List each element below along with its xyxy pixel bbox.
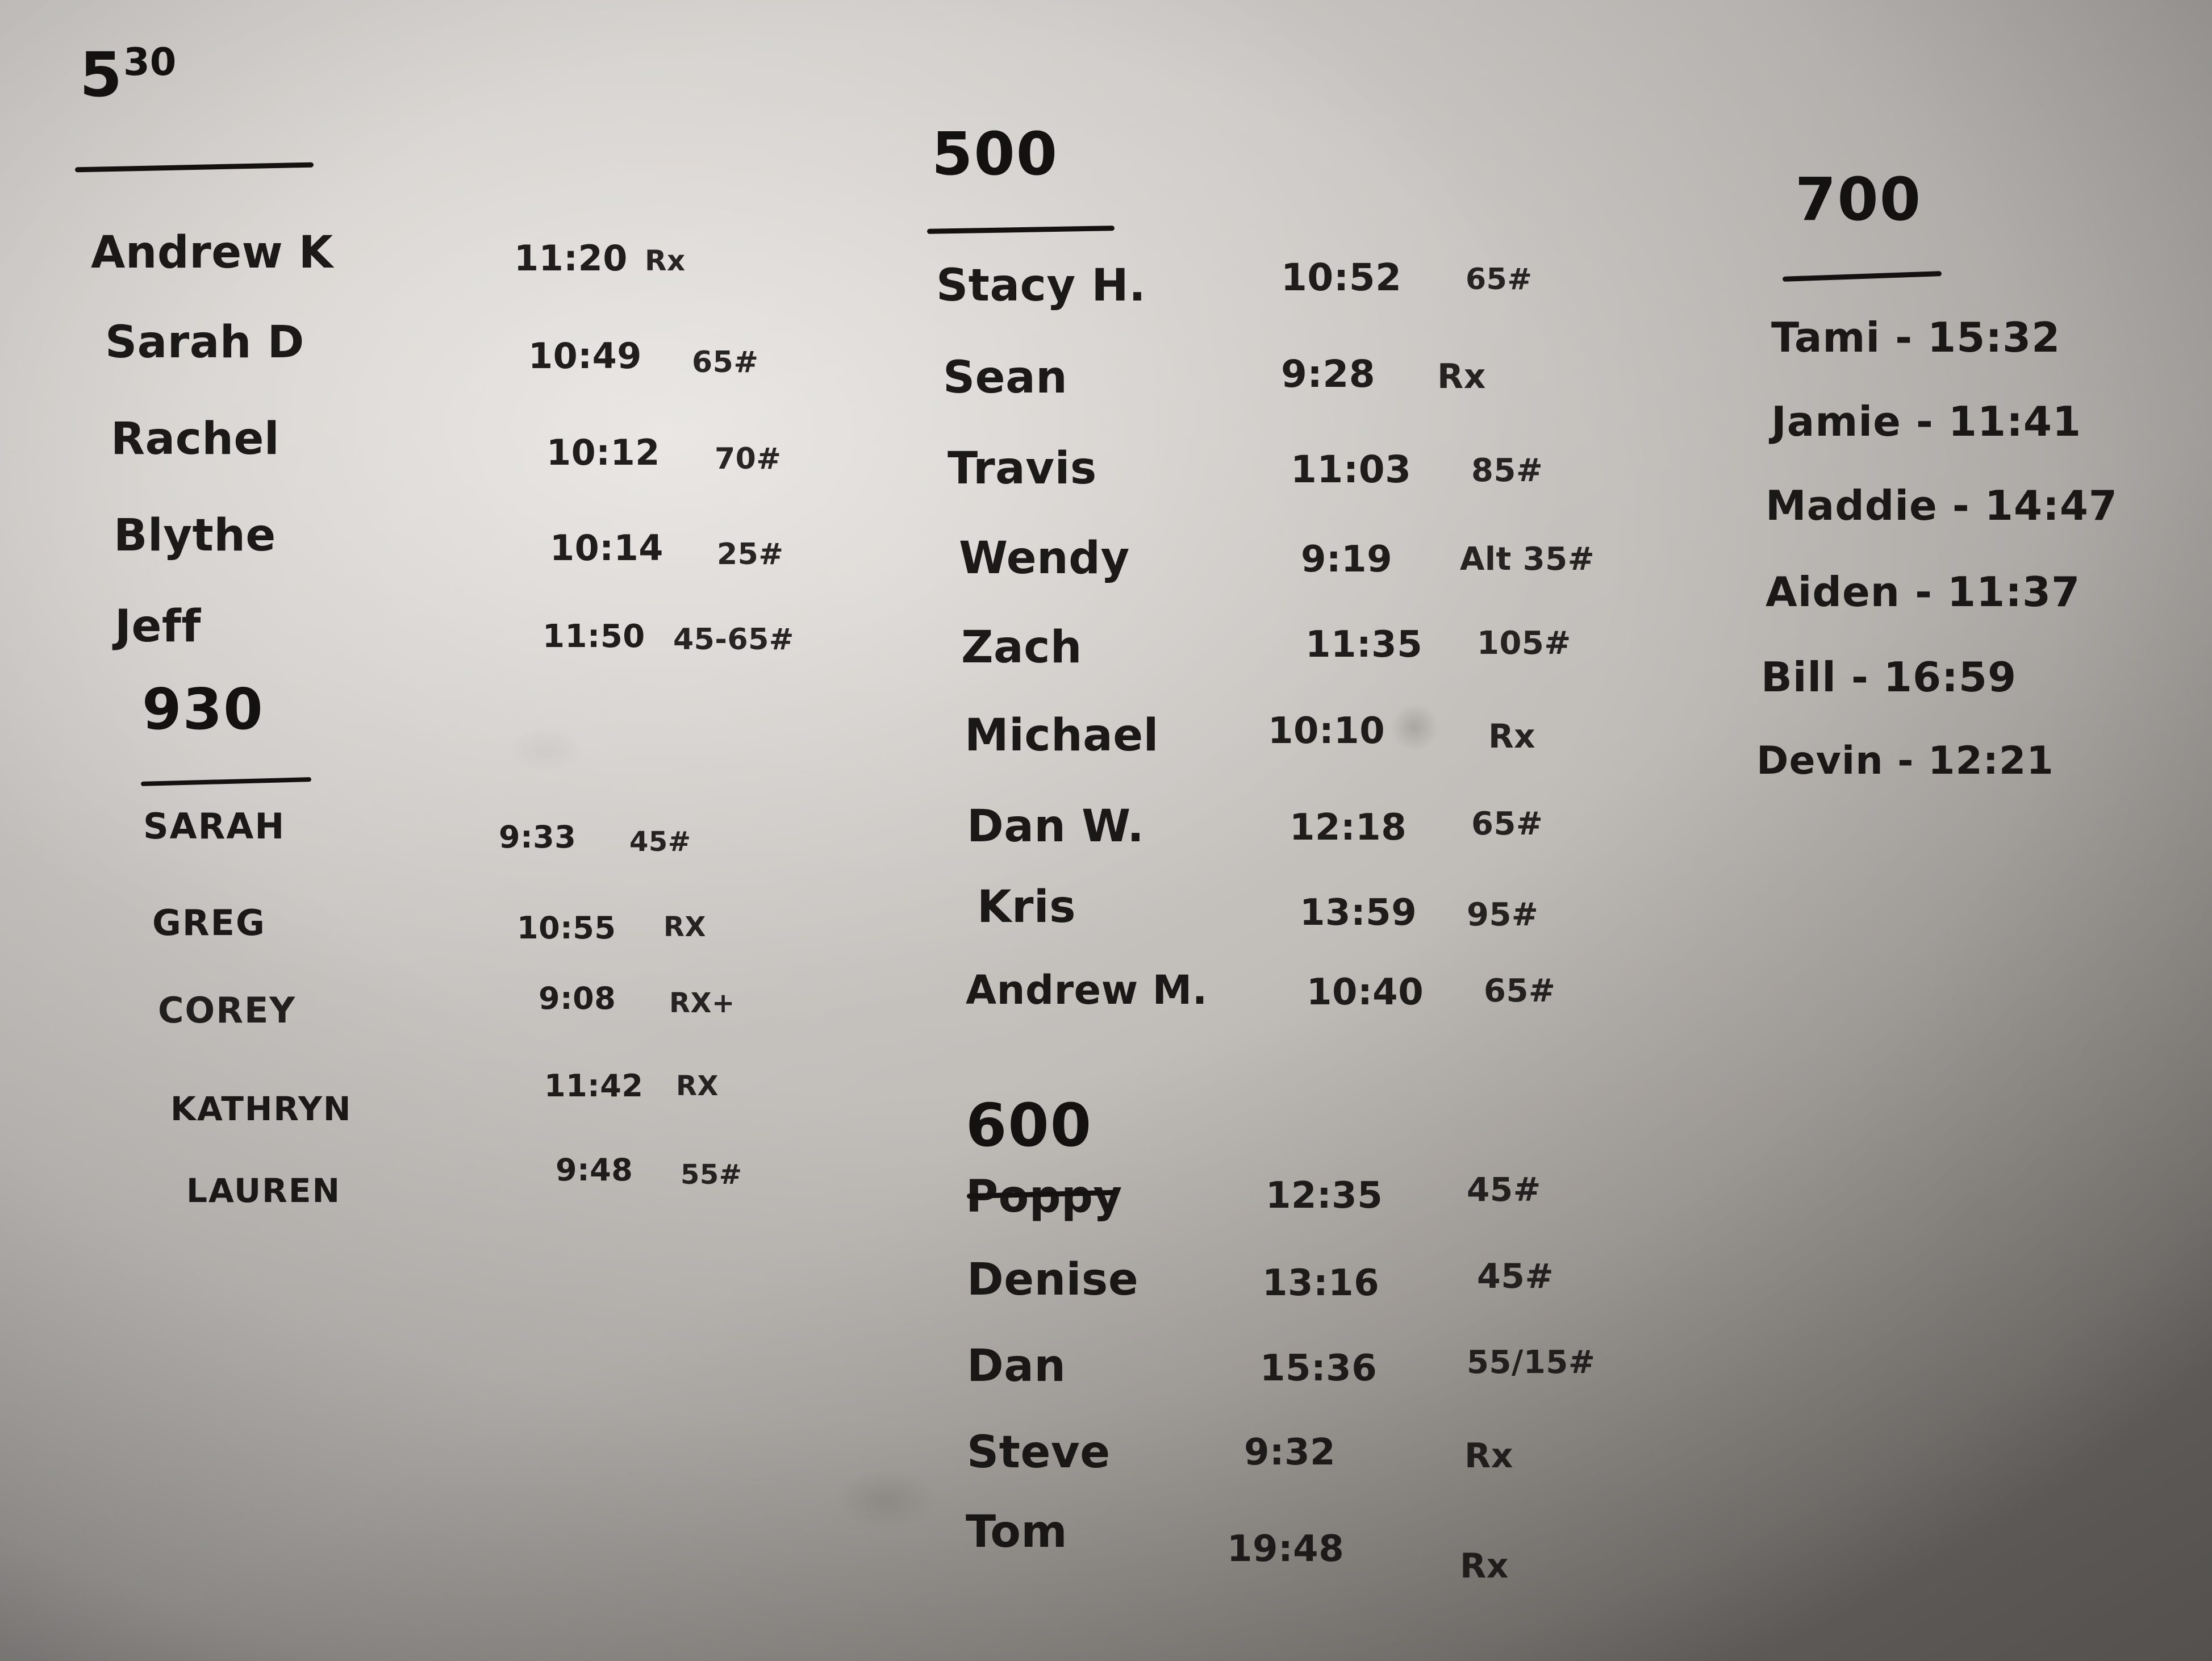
entry-load: 25# <box>717 537 784 571</box>
section-title-500-main: 500 <box>932 119 1059 189</box>
entry-time: 13:59 <box>1300 892 1417 934</box>
entry-load: 65# <box>692 345 759 379</box>
entry-load: 45# <box>1477 1257 1554 1296</box>
entry-name: KATHRYN <box>170 1090 352 1128</box>
section-title-600: 600 <box>966 1091 1092 1160</box>
entry-name: LAUREN <box>186 1171 341 1210</box>
entry-load: Alt 35# <box>1460 541 1595 578</box>
entry-name: Andrew M. <box>966 967 1208 1013</box>
entry-name: Poppy <box>966 1171 1122 1222</box>
entry-name: Michael <box>965 710 1159 761</box>
entry-time: 10:49 <box>528 335 642 377</box>
entry-load: Rx <box>1460 1546 1509 1586</box>
table-row: Aiden - 11:37 <box>1766 568 2081 616</box>
entry-name: Wendy <box>959 533 1130 584</box>
entry-name: Dan <box>967 1341 1066 1392</box>
entry-name: Sarah D <box>105 317 304 368</box>
entry-time: 11:50 <box>542 618 645 655</box>
table-row: Jamie - 11:41 <box>1771 398 2082 445</box>
entry-name: Zach <box>961 622 1082 673</box>
entry-name: COREY <box>158 990 297 1031</box>
entry-time: 19:48 <box>1227 1528 1345 1570</box>
entry-time: 10:12 <box>546 432 660 473</box>
table-row: Bill - 16:59 <box>1761 653 2017 701</box>
section-title-700-main: 700 <box>1795 165 1922 234</box>
entry-time: 11:35 <box>1305 624 1423 666</box>
section-title-930: 930 <box>142 676 264 742</box>
table-row: Devin - 12:21 <box>1756 738 2054 783</box>
entry-time: 10:10 <box>1268 710 1385 752</box>
entry-time: 9:08 <box>539 980 616 1016</box>
entry-time: 12:35 <box>1266 1175 1383 1217</box>
section-rule-530 <box>74 162 314 173</box>
entry-load: RX+ <box>669 987 735 1019</box>
entry-time: 12:18 <box>1289 807 1407 849</box>
entry-time: 11:20 <box>514 237 628 279</box>
section-rule-500 <box>926 226 1115 234</box>
entry-load: Rx <box>1464 1436 1513 1476</box>
entry-time: 9:33 <box>499 819 577 855</box>
entry-load: Rx <box>1437 357 1486 397</box>
entry-time: 13:16 <box>1262 1262 1380 1304</box>
entry-name: Kris <box>977 882 1076 933</box>
entry-load: 45# <box>629 826 691 858</box>
section-title-530-sup: 30 <box>123 40 177 84</box>
entry-load: 95# <box>1467 896 1539 933</box>
entry-time: 11:03 <box>1291 448 1412 491</box>
entry-time: 9:19 <box>1301 539 1393 581</box>
entry-time: 9:48 <box>556 1152 633 1188</box>
entry-time: 10:40 <box>1307 971 1424 1013</box>
entry-name: Sean <box>943 352 1068 403</box>
section-title-500: 500 <box>932 119 1058 189</box>
entry-load: 85# <box>1471 452 1543 489</box>
entry-name: Steve <box>967 1427 1111 1478</box>
entry-name: Tom <box>966 1506 1068 1558</box>
entry-load: 55/15# <box>1467 1344 1596 1381</box>
entry-time: 9:28 <box>1281 352 1376 396</box>
entry-load: 55# <box>681 1159 742 1191</box>
entry-name: Jeff <box>115 601 201 652</box>
entry-load: 105# <box>1477 625 1571 662</box>
section-title-930-main: 930 <box>142 676 264 742</box>
entry-time: 15:36 <box>1260 1347 1378 1389</box>
entry-time: 10:52 <box>1281 256 1402 299</box>
entry-load: Rx <box>645 244 686 277</box>
entry-name: Travis <box>948 443 1097 494</box>
section-title-530: 530 <box>80 40 176 111</box>
entry-time: 9:32 <box>1244 1432 1336 1474</box>
entry-name: GREG <box>152 902 266 944</box>
entry-load: Rx <box>1488 717 1536 756</box>
entry-load: 45# <box>1467 1170 1541 1209</box>
entry-load: 65# <box>1471 806 1543 842</box>
entry-name: Denise <box>967 1254 1139 1305</box>
entry-load: 65# <box>1484 973 1556 1009</box>
section-title-600-main: 600 <box>966 1091 1093 1160</box>
section-rule-930 <box>140 777 312 786</box>
entry-name: Rachel <box>111 414 280 465</box>
entry-load: RX <box>663 911 706 943</box>
entry-time: 11:42 <box>544 1068 644 1104</box>
table-row: Tami - 15:32 <box>1771 314 2061 361</box>
entry-name: Andrew K <box>91 227 333 278</box>
entry-name: Blythe <box>114 510 276 561</box>
entry-name: Dan W. <box>967 801 1145 852</box>
section-title-700: 700 <box>1795 165 1922 234</box>
entry-load: 45-65# <box>673 623 794 657</box>
table-row: Maddie - 14:47 <box>1766 482 2118 529</box>
section-rule-700 <box>1782 271 1942 282</box>
entry-load: 65# <box>1466 262 1533 297</box>
entry-time: 10:14 <box>550 527 663 569</box>
entry-name: SARAH <box>143 806 286 847</box>
entry-name: Stacy H. <box>936 260 1146 311</box>
entry-load: 70# <box>715 442 782 476</box>
entry-load: RX <box>676 1070 719 1102</box>
section-title-530-main: 5 <box>80 40 124 111</box>
entry-time: 10:55 <box>517 910 616 946</box>
